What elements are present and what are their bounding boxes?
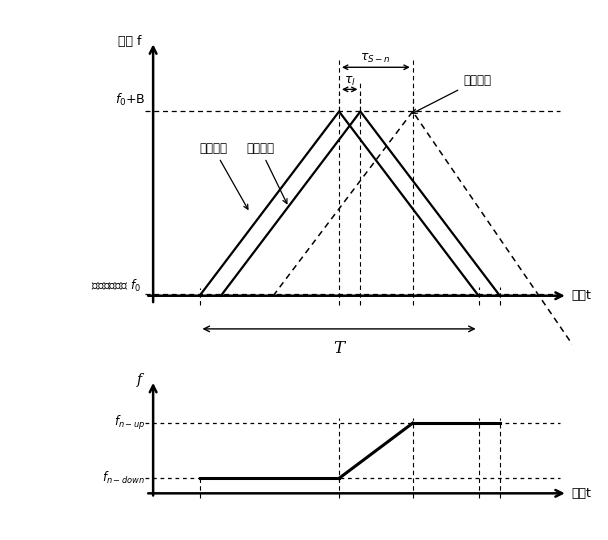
Text: 本振光束: 本振光束 bbox=[246, 142, 287, 204]
Text: $f_0$+B: $f_0$+B bbox=[115, 92, 145, 108]
Text: 时间t: 时间t bbox=[572, 487, 592, 500]
Text: $\tau_l$: $\tau_l$ bbox=[344, 75, 356, 87]
Text: 回波光束: 回波光束 bbox=[413, 74, 491, 113]
Text: T: T bbox=[334, 340, 345, 357]
Text: 发射激光: 发射激光 bbox=[199, 142, 248, 209]
Text: 频率 f: 频率 f bbox=[118, 35, 142, 48]
Text: 时间t: 时间t bbox=[572, 289, 592, 302]
Text: $\tau_{S-n}$: $\tau_{S-n}$ bbox=[361, 52, 392, 65]
Text: 调频初始频率 $f_0$: 调频初始频率 $f_0$ bbox=[91, 278, 142, 294]
Text: f: f bbox=[136, 373, 142, 387]
Text: $f_{n-up}$: $f_{n-up}$ bbox=[114, 414, 145, 432]
Text: $f_{n-down}$: $f_{n-down}$ bbox=[102, 470, 145, 487]
